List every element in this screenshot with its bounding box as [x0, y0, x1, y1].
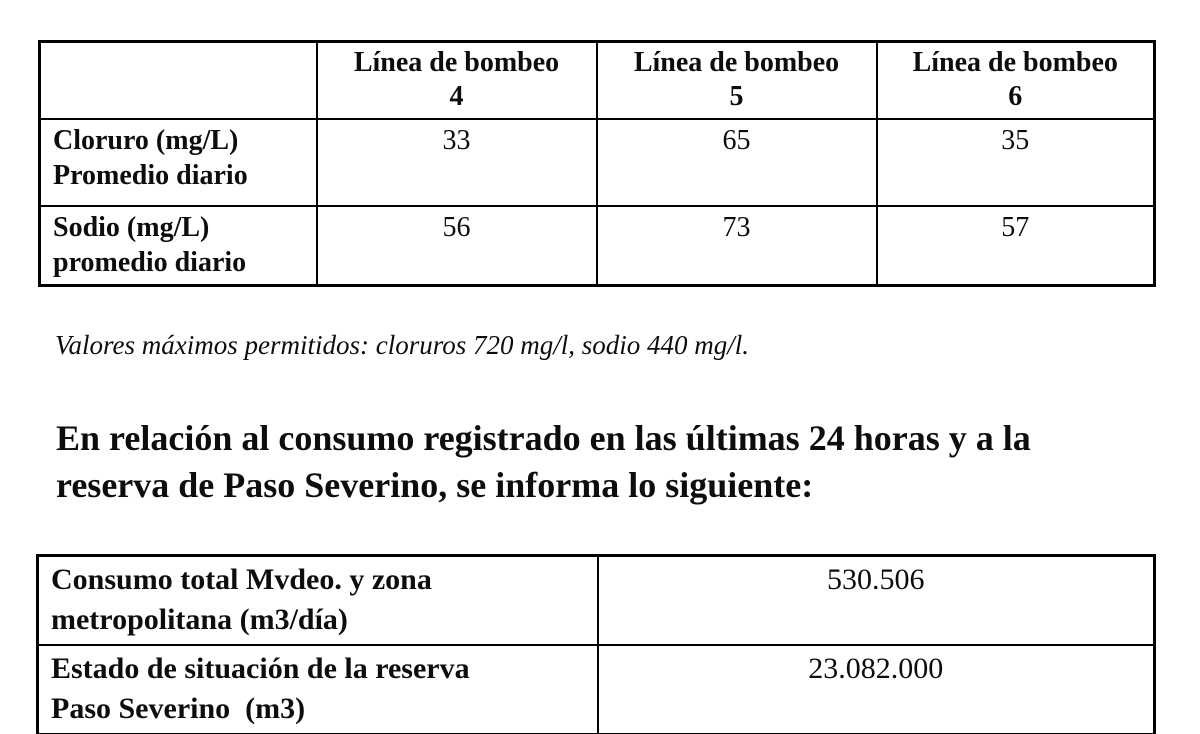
table-row: Cloruro (mg/L) Promedio diario 33 65 35: [38, 118, 1156, 207]
table1-header-line6: Línea de bombeo 6: [875, 40, 1156, 120]
max-permitted-values-note: Valores máximos permitidos: cloruros 720…: [55, 330, 749, 360]
table1-chloride-line6-value: 35: [875, 118, 1156, 207]
table-row: Línea de bombeo 4 Línea de bombeo 5 Líne…: [38, 40, 1156, 120]
table2-reserve-value: 23.082.000: [596, 644, 1156, 734]
table1-header-line5: Línea de bombeo 5: [595, 40, 878, 120]
table2-consumption-value: 530.506: [596, 554, 1156, 646]
table1-corner-cell: [38, 40, 318, 120]
table1-sodium-line5-value: 73: [595, 205, 878, 287]
table2-row-consumption-label: Consumo total Mvdeo. y zona metropolitan…: [36, 554, 599, 646]
consumption-reserve-table: Consumo total Mvdeo. y zona metropolitan…: [36, 554, 1156, 734]
table1-sodium-line4-value: 56: [315, 205, 598, 287]
table1-chloride-line4-value: 33: [315, 118, 598, 207]
table1-header-line4: Línea de bombeo 4: [315, 40, 598, 120]
table-row: Estado de situación de la reserva Paso S…: [36, 644, 1156, 734]
table-row: Sodio (mg/L) promedio diario 56 73 57: [38, 205, 1156, 287]
table1-row-chloride-label: Cloruro (mg/L) Promedio diario: [38, 118, 318, 207]
table2-row-reserve-label: Estado de situación de la reserva Paso S…: [36, 644, 599, 734]
consumption-section-heading: En relación al consumo registrado en las…: [56, 418, 1031, 505]
table1-sodium-line6-value: 57: [875, 205, 1156, 287]
pumping-lines-quality-table: Línea de bombeo 4 Línea de bombeo 5 Líne…: [38, 40, 1156, 287]
table1-row-sodium-label: Sodio (mg/L) promedio diario: [38, 205, 318, 287]
table1-chloride-line5-value: 65: [595, 118, 878, 207]
table-row: Consumo total Mvdeo. y zona metropolitan…: [36, 554, 1156, 646]
